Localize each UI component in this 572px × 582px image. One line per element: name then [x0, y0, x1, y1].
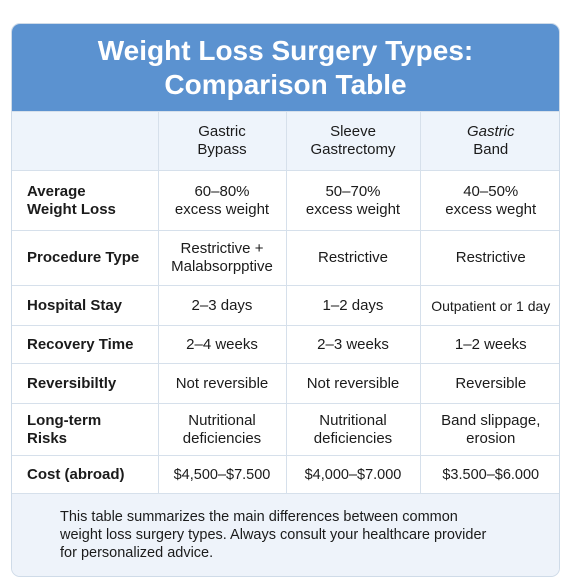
cell-line: Not reversible	[175, 374, 269, 392]
table-row: Average Weight Loss 60–80% excess weight…	[12, 170, 559, 231]
table-cell: 50–70% excess weight	[285, 170, 421, 231]
table-row: Reversibiltly Not reversible Not reversi…	[12, 363, 559, 404]
cell-line: Reversible	[455, 374, 527, 392]
cell-line: $4,500–$7.500	[173, 466, 271, 483]
table-cell: 2–3 days	[157, 285, 287, 326]
cell-line: Restrictive	[317, 249, 388, 266]
cell-line: Malabsorpptive	[171, 258, 273, 275]
table-cell: Restrictive + Malabsorpptive	[157, 230, 287, 286]
cell-line: 1–2 weeks	[454, 335, 527, 353]
table-cell: Not reversible	[285, 363, 421, 404]
table-cell: 60–80% excess weight	[157, 170, 287, 231]
cell-line: 2–4 weeks	[186, 335, 258, 353]
column-header-line: Gastric	[198, 123, 246, 140]
cell-line: Band slippage,	[441, 411, 541, 429]
table-cell: $4,000–$7.000	[285, 455, 421, 494]
table-header-row: Gastric Bypass Sleeve Gastrectomy Gastri…	[12, 111, 559, 171]
row-label-line: Cost (abroad)	[27, 465, 125, 483]
table-cell: 2–4 weeks	[157, 325, 287, 364]
column-header-line: Band	[473, 141, 509, 158]
table-row: Procedure Type Restrictive + Malabsorppt…	[12, 230, 559, 286]
table-cell: 1–2 days	[285, 285, 421, 326]
cell-line: 2–3 days	[191, 296, 253, 314]
table-row: Long-term Risks Nutritional deficiencies…	[12, 403, 559, 456]
cell-line: Nutritional	[188, 411, 256, 429]
row-label-recovery-time: Recovery Time	[12, 325, 159, 364]
column-header-line: Gastric	[466, 123, 515, 140]
cell-line: Nutritional	[319, 411, 387, 429]
table-cell: Reversible	[419, 363, 559, 404]
cell-line: Outpatient or 1 day	[431, 297, 551, 314]
row-label-long-term-risks: Long-term Risks	[12, 403, 159, 456]
column-header-sleeve-gastrectomy: Sleeve Gastrectomy	[285, 111, 421, 171]
comparison-card: Weight Loss Surgery Types: Comparison Ta…	[11, 23, 560, 577]
table-row: Cost (abroad) $4,500–$7.500 $4,000–$7.00…	[12, 455, 559, 494]
footer-line: This table summarizes the main differenc…	[60, 509, 458, 525]
footer-line: weight loss surgery types. Always consul…	[60, 527, 487, 543]
cell-line: 1–2 days	[322, 296, 384, 314]
table-cell: 40–50% excess weght	[419, 170, 559, 231]
column-header-gastric-band: Gastric Band	[419, 111, 559, 171]
row-label-line: Procedure Type	[27, 249, 140, 266]
row-label-line: Hospital Stay	[27, 296, 123, 314]
row-label-reversibility: Reversibiltly	[12, 363, 159, 404]
cell-line: 50–70%	[325, 182, 381, 200]
cell-line: 2–3 weeks	[317, 335, 389, 353]
column-header-gastric-bypass: Gastric Bypass	[157, 111, 287, 171]
row-label-hospital-stay: Hospital Stay	[12, 285, 159, 326]
footer-line: for personalized advice.	[60, 545, 214, 561]
row-label-line: Average	[27, 182, 86, 200]
table-cell: Nutritional deficiencies	[285, 403, 421, 456]
row-label-line: Risks	[27, 429, 68, 447]
table-row: Recovery Time 2–4 weeks 2–3 weeks 1–2 we…	[12, 325, 559, 364]
row-label-line: Long-term	[27, 411, 102, 429]
footer-note: This table summarizes the main differenc…	[12, 494, 559, 576]
table-cell: Restrictive	[285, 230, 421, 286]
table-cell: Band slippage, erosion	[419, 403, 559, 456]
cell-line: excess weght	[445, 200, 537, 218]
cell-line: deficiencies	[313, 429, 393, 447]
table-cell: Nutritional deficiencies	[157, 403, 287, 456]
row-label-procedure-type: Procedure Type	[12, 230, 159, 286]
comparison-table: Gastric Bypass Sleeve Gastrectomy Gastri…	[12, 111, 559, 494]
cell-line: 60–80%	[194, 182, 250, 200]
title-line-2: Comparison Table	[164, 68, 407, 100]
row-label-line: Reversibiltly	[27, 374, 117, 392]
cell-line: excess weight	[174, 200, 270, 218]
row-label-cost-abroad: Cost (abroad)	[12, 455, 159, 494]
table-cell: 2–3 weeks	[285, 325, 421, 364]
table-cell: $4,500–$7.500	[157, 455, 287, 494]
title-line-1: Weight Loss Surgery Types:	[97, 34, 474, 66]
corner-cell	[12, 111, 159, 171]
table-cell: Not reversible	[157, 363, 287, 404]
row-label-line: Recovery Time	[27, 335, 134, 353]
cell-line: excess weight	[305, 200, 401, 218]
page-title: Weight Loss Surgery Types: Comparison Ta…	[12, 24, 559, 111]
cell-line: Restrictive +	[180, 240, 264, 257]
table-cell: 1–2 weeks	[419, 325, 559, 364]
table-cell: Outpatient or 1 day	[419, 285, 559, 326]
column-header-line: Bypass	[197, 141, 247, 158]
row-label-average-weight-loss: Average Weight Loss	[12, 170, 159, 231]
table-row: Hospital Stay 2–3 days 1–2 days Outpatie…	[12, 285, 559, 326]
column-header-line: Sleeve	[330, 123, 376, 140]
cell-line: deficiencies	[182, 429, 262, 447]
cell-line: Restrictive	[455, 249, 526, 266]
table-cell: Restrictive	[419, 230, 559, 286]
cell-line: Not reversible	[306, 374, 400, 392]
cell-line: 40–50%	[463, 182, 519, 200]
cell-line: erosion	[466, 429, 516, 447]
column-header-line: Gastrectomy	[310, 141, 396, 158]
table-cell: $3.500–$6.000	[419, 455, 559, 494]
cell-line: $3.500–$6.000	[442, 466, 540, 483]
cell-line: $4,000–$7.000	[304, 466, 402, 483]
row-label-line: Weight Loss	[27, 200, 116, 218]
